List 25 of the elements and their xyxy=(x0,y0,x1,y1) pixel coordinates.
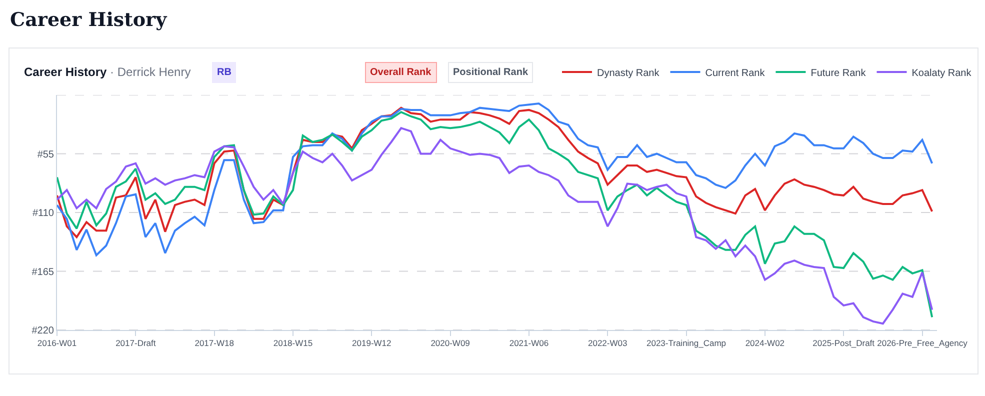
x-tick-label: 2021-W06 xyxy=(509,338,549,348)
x-tick-label: 2024-W02 xyxy=(745,338,785,348)
y-tick-label: #220 xyxy=(32,326,54,336)
text: RB xyxy=(217,67,232,78)
y-tick-label: #110 xyxy=(32,208,54,219)
legend-label: Dynasty Rank xyxy=(597,68,660,79)
x-tick-label: 2018-W15 xyxy=(273,338,313,348)
x-tick-label: 2023-Training_Camp xyxy=(646,338,726,348)
legend-label: Current Rank xyxy=(705,68,766,79)
y-tick-label: #55 xyxy=(37,149,54,160)
x-tick-label: 2017-W18 xyxy=(194,338,234,348)
chart-title: Career History xyxy=(10,9,168,31)
x-tick-label: 2020-W09 xyxy=(430,338,470,348)
x-tick-label: 2026-Pre_Free_Agency xyxy=(877,338,968,348)
text: Positional Rank xyxy=(453,67,528,78)
chart-subtitle: Career History · Derrick Henry xyxy=(24,65,191,79)
y-tick-label: #165 xyxy=(32,266,54,278)
text: Overall Rank xyxy=(370,67,432,78)
x-tick-label: 2022-W03 xyxy=(588,338,628,348)
x-tick-label: 2025-Post_Draft xyxy=(812,338,876,348)
x-tick-label: 2017-Draft xyxy=(116,338,156,348)
legend-label: Koalaty Rank xyxy=(912,68,972,79)
x-tick-label: 2019-W12 xyxy=(352,338,392,348)
x-tick-label: 2016-W01 xyxy=(37,338,77,348)
legend-label: Future Rank xyxy=(810,68,867,79)
